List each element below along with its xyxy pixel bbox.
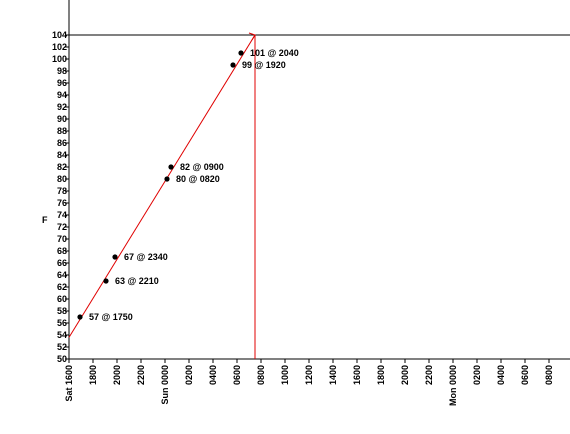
y-tick-label: 54	[57, 330, 67, 340]
y-tick-label: 64	[57, 270, 67, 280]
x-tick-label: 0200	[184, 365, 194, 385]
x-tick-label: 0600	[232, 365, 242, 385]
y-tick-label: 74	[57, 210, 67, 220]
data-point-label: 67 @ 2340	[124, 252, 168, 262]
y-tick-label: 78	[57, 186, 67, 196]
trend-arrowhead	[248, 32, 256, 41]
y-axis-ticks: 50 52 54 56 58 60 62 64 66 68 70 72 74 76 78 80 82 84 86 88…	[52, 30, 69, 364]
data-point-label: 57 @ 1750	[89, 312, 133, 322]
axes-layer	[68, 0, 570, 360]
x-tick-label: 1400	[328, 365, 338, 385]
x-tick-label: 1200	[304, 365, 314, 385]
x-tick-label: 1800	[88, 365, 98, 385]
x-tick-label: 2000	[400, 365, 410, 385]
y-tick-label: 82	[57, 162, 67, 172]
y-tick-label: 100	[52, 54, 67, 64]
data-point-label: 99 @ 1920	[242, 60, 286, 70]
y-tick-label: 96	[57, 78, 67, 88]
y-tick-label: 98	[57, 66, 67, 76]
x-tick-label: 1600	[352, 365, 362, 385]
y-axis-label: F	[42, 215, 48, 225]
x-tick-label: 0800	[544, 365, 554, 385]
trend-line	[68, 34, 256, 338]
y-tick-label: 92	[57, 102, 67, 112]
x-tick-label: 2200	[136, 365, 146, 385]
x-tick-label: Sat 1600	[64, 365, 74, 402]
x-tick-label: 2200	[424, 365, 434, 385]
data-point	[230, 62, 236, 68]
y-tick-label: 60	[57, 294, 67, 304]
y-tick-label: 72	[57, 222, 67, 232]
x-tick-label: 0600	[520, 365, 530, 385]
y-tick-label: 88	[57, 126, 67, 136]
data-point	[238, 50, 244, 56]
y-tick-label: 70	[57, 234, 67, 244]
data-point	[103, 278, 109, 284]
y-tick-label: 94	[57, 90, 67, 100]
y-tick-label: 68	[57, 246, 67, 256]
points-layer: 57 @ 1750 63 @ 2210 67 @ 2340 80 @ 0820 82 @…	[77, 48, 299, 322]
data-point	[112, 254, 118, 260]
x-tick-label: Sun 0000	[160, 365, 170, 405]
x-tick-label: 1000	[280, 365, 290, 385]
y-tick-label: 90	[57, 114, 67, 124]
x-tick-label: 0400	[208, 365, 218, 385]
y-tick-label: 50	[57, 354, 67, 364]
y-tick-label: 86	[57, 138, 67, 148]
y-tick-label: 58	[57, 306, 67, 316]
data-point	[164, 176, 170, 182]
data-point	[168, 164, 174, 170]
y-tick-label: 66	[57, 258, 67, 268]
data-point-label: 82 @ 0900	[180, 162, 224, 172]
y-tick-label: 56	[57, 318, 67, 328]
y-tick-label: 84	[57, 150, 67, 160]
y-tick-label: 102	[52, 42, 67, 52]
trend-layer	[68, 32, 256, 359]
data-point-label: 101 @ 2040	[250, 48, 299, 58]
x-tick-label: 1800	[376, 365, 386, 385]
x-tick-label: 0800	[256, 365, 266, 385]
x-tick-label: 2000	[112, 365, 122, 385]
x-tick-label: Mon 0000	[448, 365, 458, 406]
y-tick-label: 76	[57, 198, 67, 208]
x-tick-label: 0200	[472, 365, 482, 385]
x-tick-label: 0400	[496, 365, 506, 385]
y-tick-label: 80	[57, 174, 67, 184]
data-point-label: 80 @ 0820	[176, 174, 220, 184]
data-point	[77, 314, 83, 320]
x-axis-ticks: Sat 1600 1800 2000 2200 Sun 0000 0200 0400 0600…	[64, 359, 554, 406]
y-tick-label: 62	[57, 282, 67, 292]
y-tick-label: 104	[52, 30, 67, 40]
y-tick-label: 52	[57, 342, 67, 352]
data-point-label: 63 @ 2210	[115, 276, 159, 286]
